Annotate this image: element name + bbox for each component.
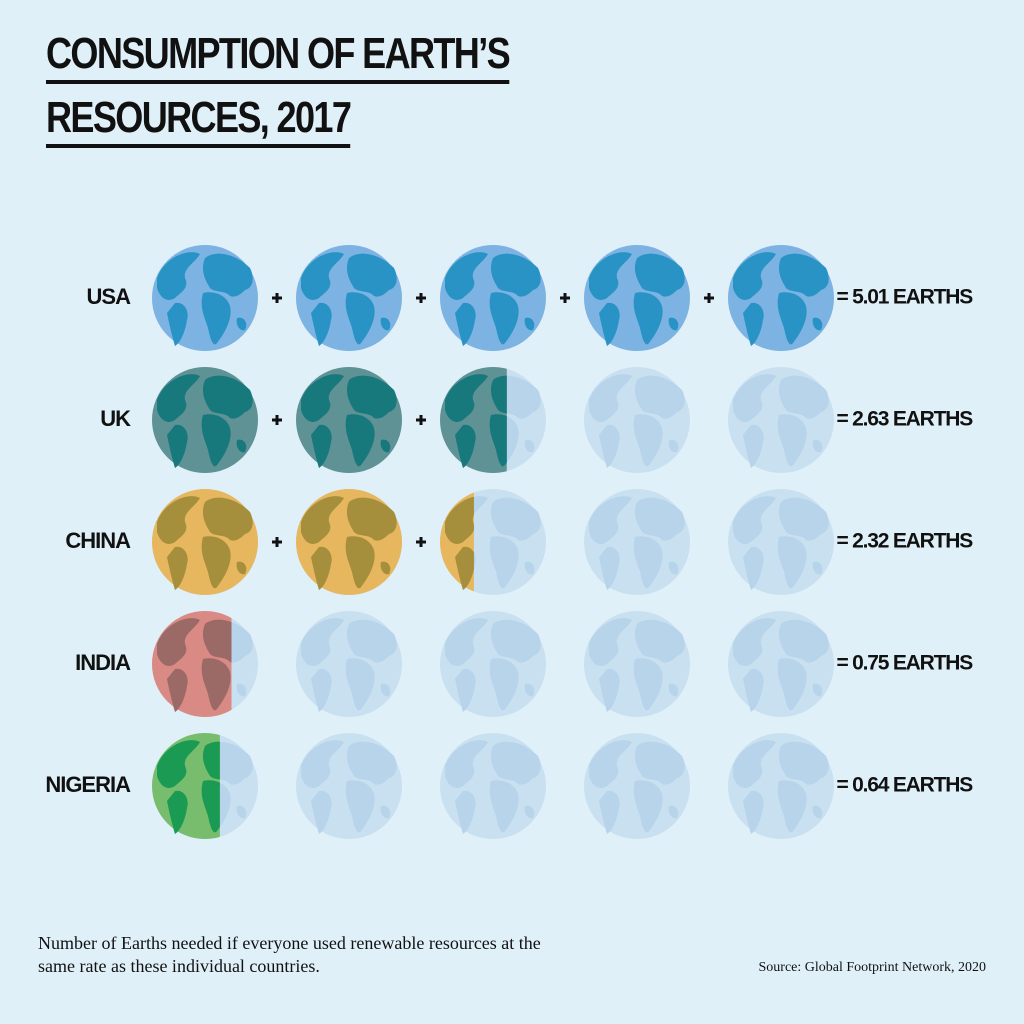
category-label: CHINA <box>65 528 131 553</box>
chart: USA = 5.01 EARTHS UK = 2.63 EARTHS CHINA = 2.… <box>45 245 974 839</box>
plus-sign <box>704 293 714 303</box>
category-label: UK <box>100 406 131 431</box>
plus-sign <box>272 293 282 303</box>
earth-fill <box>296 245 402 351</box>
plus-sign <box>416 415 426 425</box>
category-label: USA <box>87 284 132 309</box>
earth-fill <box>728 245 834 351</box>
note: Number of Earths needed if everyone used… <box>38 933 541 976</box>
earth-fill <box>152 367 258 473</box>
earth-fill <box>440 492 474 592</box>
earth-fill <box>152 245 258 351</box>
title-line: CONSUMPTION OF EARTH’S <box>46 28 511 84</box>
plus-sign <box>272 415 282 425</box>
value-label: = 0.64 EARTHS <box>836 774 973 797</box>
plus-sign <box>416 293 426 303</box>
earth-fill <box>152 611 232 717</box>
title-line: RESOURCES, 2017 <box>46 92 352 148</box>
earth-fill <box>584 245 690 351</box>
earth-fill <box>440 245 546 351</box>
plus-sign <box>416 537 426 547</box>
category-label: NIGERIA <box>45 772 131 797</box>
plus-sign <box>560 293 570 303</box>
earth-fill <box>152 489 258 595</box>
earth-fill <box>152 733 220 839</box>
value-label: = 5.01 EARTHS <box>836 286 973 309</box>
value-label: = 2.63 EARTHS <box>836 408 973 431</box>
value-label: = 0.75 EARTHS <box>836 652 973 675</box>
source: Source: Global Footprint Network, 2020 <box>758 960 986 975</box>
plus-sign <box>272 537 282 547</box>
earth-fill <box>296 367 402 473</box>
earth-fill <box>296 489 402 595</box>
earth-fill <box>440 367 507 473</box>
value-label: = 2.32 EARTHS <box>836 530 973 553</box>
category-label: INDIA <box>75 650 131 675</box>
